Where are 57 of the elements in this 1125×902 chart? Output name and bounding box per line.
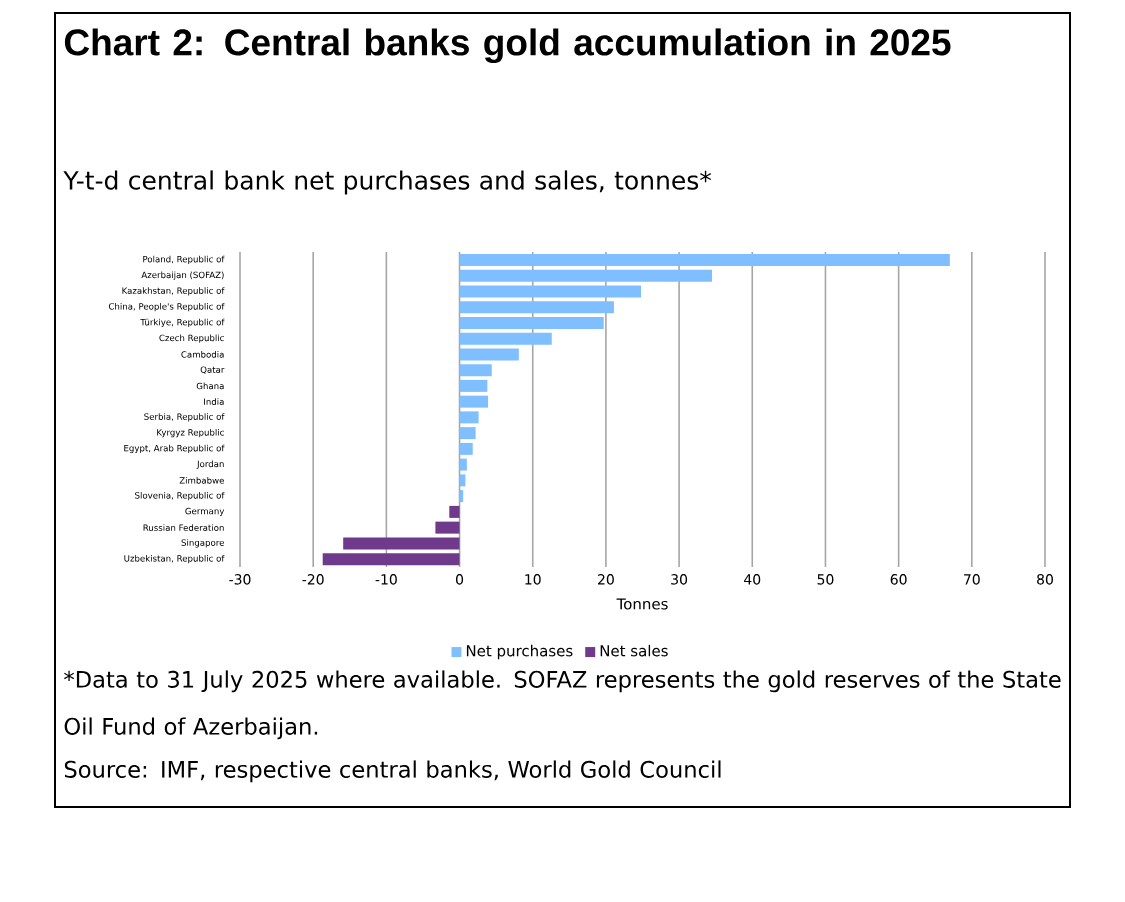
legend-label: Net sales xyxy=(600,644,668,657)
x-tick-label: 50 xyxy=(817,574,834,585)
chart-subtitle: Y-t-d central bank net purchases and sales, tonnes* xyxy=(63,170,712,195)
source-note: Source: IMF, respective central banks, World Gold Council xyxy=(64,760,721,783)
bar xyxy=(322,553,460,566)
bar xyxy=(449,505,460,518)
chart-title: Chart 2: Central banks gold accumulation in 2025 xyxy=(64,28,951,64)
y-tick-label: Türkiye, Republic of xyxy=(140,318,225,328)
y-tick-label: China, People's Republic of xyxy=(108,302,225,312)
bar xyxy=(459,316,604,329)
bar xyxy=(343,537,460,550)
y-tick-label: Slovenia, Republic of xyxy=(135,491,225,501)
bar xyxy=(435,521,460,534)
x-tick-label: 80 xyxy=(1037,574,1053,585)
y-tick-label: Qatar xyxy=(200,366,225,374)
y-tick-label: Uzbekistan, Republic of xyxy=(124,554,225,564)
y-tick-label: Russian Federation xyxy=(143,524,224,531)
bar xyxy=(459,253,950,266)
y-tick-label: Azerbaijan (SOFAZ) xyxy=(141,271,224,280)
bar xyxy=(459,332,552,345)
y-tick-label: Czech Republic xyxy=(159,334,224,343)
bar xyxy=(459,364,492,377)
x-tick-label: 70 xyxy=(964,574,980,585)
y-tick-label: Germany xyxy=(185,507,225,516)
x-tick-label: -20 xyxy=(302,574,324,585)
x-tick-label: 10 xyxy=(525,574,541,585)
x-tick-label: -30 xyxy=(229,574,251,585)
y-tick-label: Poland, Republic of xyxy=(143,255,225,265)
x-axis-title: Tonnes xyxy=(616,598,668,610)
y-tick-label: Singapore xyxy=(181,539,224,548)
y-tick-label: Kyrgyz Republic xyxy=(157,428,224,438)
x-tick-label: 40 xyxy=(744,574,761,585)
x-tick-label: 0 xyxy=(456,574,464,585)
y-tick-label: Kazakhstan, Republic of xyxy=(122,287,225,296)
bar xyxy=(459,348,519,361)
bar xyxy=(459,427,476,440)
bar xyxy=(459,269,713,282)
y-tick-label: Egypt, Arab Republic of xyxy=(124,444,225,454)
bar xyxy=(459,395,489,408)
y-tick-label: Serbia, Republic of xyxy=(144,413,225,422)
x-tick-label: 20 xyxy=(598,574,614,585)
bar xyxy=(459,301,614,314)
y-tick-label: Cambodia xyxy=(181,351,224,358)
legend-label: Net purchases xyxy=(466,644,573,660)
y-tick-label: India xyxy=(204,398,224,405)
y-tick-label: Ghana xyxy=(196,382,224,390)
x-tick-label: 30 xyxy=(671,574,688,585)
bar xyxy=(459,285,642,298)
y-tick-label: Jordan xyxy=(196,460,224,469)
y-tick-label: Zimbabwe xyxy=(179,477,224,484)
x-tick-label: 60 xyxy=(890,574,907,585)
bar xyxy=(459,458,467,471)
bar xyxy=(459,411,479,424)
bar xyxy=(459,379,488,392)
bar xyxy=(459,442,473,455)
text: *Data to 31 July 2025 where available. SOFAZ represents the gold reserves of the State Oil Fund of Azerbaijan. xyxy=(64,670,1061,740)
x-tick-label: -10 xyxy=(375,574,397,585)
